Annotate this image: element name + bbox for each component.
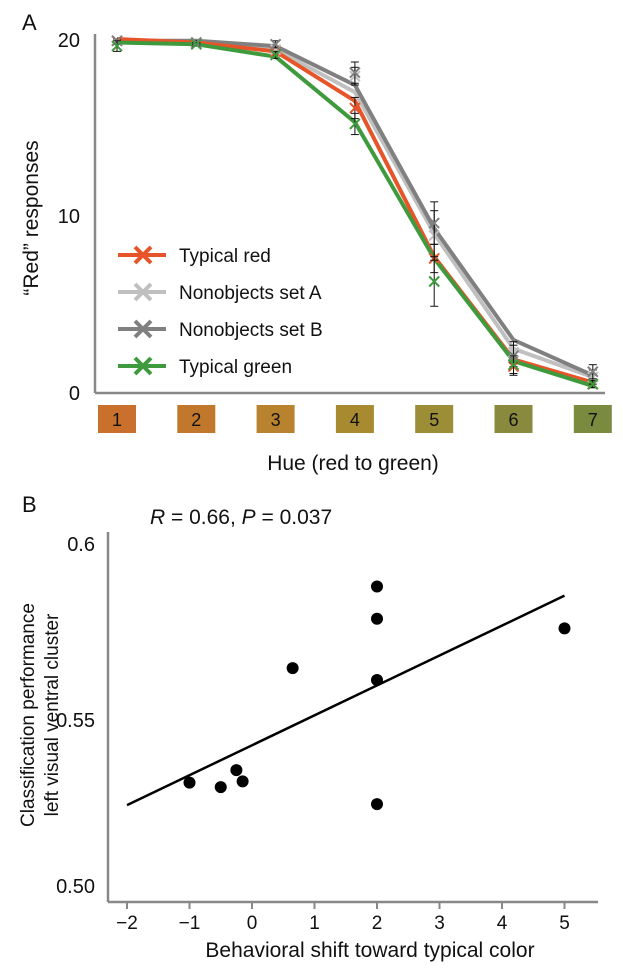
hue-swatches: 1 2 3 4 5 6 7 [98,405,612,433]
scatter-point [183,776,196,789]
panel-b-points [183,580,571,811]
legend-item: Nonobjects set B [118,319,323,341]
panel-a-ytick-10: 10 [58,206,80,228]
x-tick-label: −1 [179,913,201,934]
panel-b-ytick-0.55: 0.55 [56,710,95,732]
panel-a-label: A [22,10,37,35]
hue-swatch [177,405,216,433]
series-marker [349,102,361,114]
legend-item: Typical red [118,245,271,267]
p-value: = 0.037 [256,506,332,529]
series-marker [428,275,440,288]
legend-label: Typical green [179,357,292,378]
p-label: P [242,506,256,529]
scatter-point [214,781,227,794]
scatter-point [236,775,249,788]
series-marker [269,49,282,61]
hue-tick-label: 5 [429,410,439,430]
legend-item: Typical green [118,356,292,378]
hue-tick-label: 1 [112,410,122,430]
x-tick-label: 1 [309,913,320,934]
panel-b-y-axis-label-line1: Classification performance [18,603,39,827]
hue-tick-label: 4 [350,410,360,430]
panel-b-y-axis-label-line2: left visual ventral cluster [42,613,63,816]
scatter-point [371,580,383,593]
x-tick-label: 5 [559,913,570,934]
panel-b-ytick-0.6: 0.6 [67,534,95,556]
panel-b-ytick-0.50: 0.50 [56,876,95,898]
hue-tick-label: 3 [271,410,281,430]
legend-item: Nonobjects set A [118,282,322,304]
series-marker [587,378,599,390]
panel-a: A 20 10 0 “Red” responses 1 2 3 4 5 6 7 Hue (r… [20,10,612,475]
regression-line [126,594,566,807]
hue-tick-label: 6 [508,410,518,430]
panel-a-series [111,35,599,390]
series-marker [587,366,599,378]
r-label: R [150,506,165,529]
hue-swatch [415,405,454,433]
panel-a-ytick-0: 0 [69,383,80,405]
panel-a-ytick-20: 20 [58,30,80,52]
series-marker [428,217,440,229]
scatter-point [286,662,299,675]
panel-a-legend: Typical red Nonobjects set A Nonobjects se… [118,245,323,378]
x-tick-label: 3 [434,913,445,934]
x-tick-label: −2 [116,913,138,934]
series-marker [349,118,361,130]
panel-b-x-ticks: −2 −1 0 1 2 3 4 5 [116,902,570,934]
x-tick-label: 4 [497,913,508,934]
scatter-point [230,764,243,777]
x-tick-label: 2 [372,913,383,934]
series-marker [111,40,123,52]
series-marker [269,38,282,51]
hue-tick-label: 7 [588,410,598,430]
panel-b-fit [126,594,566,807]
hue-swatch [256,405,295,433]
hue-swatch [335,405,374,433]
legend-label: Nonobjects set A [179,283,322,304]
series-marker [507,358,520,371]
legend-label: Nonobjects set B [179,320,323,341]
series-marker [349,66,361,79]
scatter-point [558,622,571,635]
panel-b: B R = 0.66, P = 0.037 0.6 0.55 0.50 Clas… [18,492,598,962]
panel-b-label: B [22,492,37,517]
hue-swatch [573,405,612,433]
series-marker [190,38,203,51]
x-tick-label: 0 [247,913,258,934]
hue-swatch [494,405,533,433]
panel-b-stat-annotation: R = 0.66, P = 0.037 [150,506,332,529]
hue-tick-label: 2 [191,410,201,430]
r-value: = 0.66, [165,506,241,529]
panel-a-x-axis-label: Hue (red to green) [267,452,439,475]
panel-b-x-axis-label: Behavioral shift toward typical color [205,939,534,962]
panel-a-y-axis-label: “Red” responses [20,140,43,295]
hue-swatch [98,405,136,433]
scatter-point [371,674,383,686]
scatter-point [371,798,383,811]
legend-label: Typical red [179,246,271,267]
scatter-point [371,612,383,625]
